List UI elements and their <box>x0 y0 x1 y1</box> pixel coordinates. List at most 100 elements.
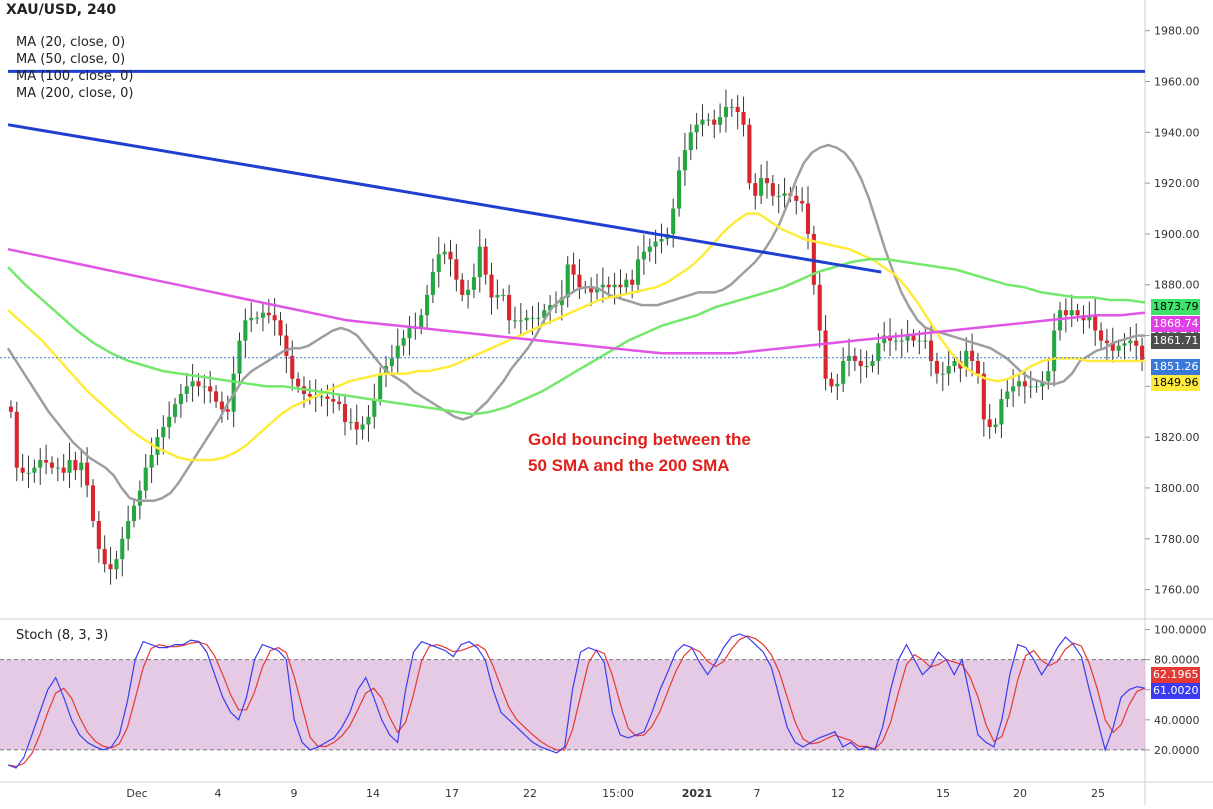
candle-body <box>272 315 277 321</box>
candle-body <box>401 338 406 346</box>
candle-body <box>753 183 758 196</box>
candle-body <box>79 462 84 471</box>
y-tick-label: 1940.00 <box>1154 126 1200 139</box>
candle-body <box>296 378 301 387</box>
candle-body <box>243 320 248 341</box>
candle-body <box>970 350 975 361</box>
candle-body <box>1028 386 1033 388</box>
candle-body <box>964 350 969 369</box>
y-tick-label: 1880.00 <box>1154 279 1200 292</box>
candle-body <box>49 462 55 468</box>
candle-body <box>372 399 377 417</box>
y-tick-label: 1900.00 <box>1154 228 1200 241</box>
candle-body <box>876 343 881 361</box>
candle-body <box>706 119 711 121</box>
ma-line-2 <box>7 212 1145 462</box>
candle-body <box>817 284 822 331</box>
candle-body <box>1110 343 1115 351</box>
candle-body <box>442 251 447 255</box>
candle-body <box>770 183 775 196</box>
candle-body <box>307 393 312 397</box>
candle-body <box>172 404 178 417</box>
candle-body <box>319 396 324 398</box>
candle-body <box>841 360 846 384</box>
candle-body <box>96 521 101 549</box>
candle-body <box>389 358 394 367</box>
candle-body <box>688 132 693 151</box>
candle-body <box>899 340 904 342</box>
candle-body <box>823 330 828 379</box>
x-tick-label: 25 <box>1091 787 1105 800</box>
candle-body <box>108 564 113 570</box>
candle-body <box>483 246 488 275</box>
stoch-tick-label: 100.0000 <box>1154 624 1207 637</box>
candle-body <box>1087 315 1092 321</box>
candle-body <box>759 178 764 196</box>
candle-body <box>1140 345 1145 361</box>
y-tick-label: 1920.00 <box>1154 177 1200 190</box>
candle-body <box>1098 330 1104 341</box>
price-tag: 1861.71 <box>1151 333 1200 349</box>
candle-body <box>852 355 857 361</box>
candle-body <box>167 416 172 428</box>
candle-body <box>542 310 547 318</box>
chart-annotation: Gold bouncing between the 50 SMA and the… <box>528 427 751 479</box>
candle-body <box>999 399 1004 425</box>
y-tick-label: 1760.00 <box>1154 584 1200 597</box>
candle-body <box>635 259 641 285</box>
candle-body <box>237 340 242 374</box>
candle-body <box>700 119 705 125</box>
candle-body <box>870 360 875 367</box>
candle-body <box>729 106 734 108</box>
candle-body <box>530 317 535 319</box>
candle-body <box>671 208 676 234</box>
stochastic-title: Stoch (8, 3, 3) <box>16 628 109 643</box>
candle-body <box>214 391 219 402</box>
candle-body <box>565 264 570 298</box>
candle-body <box>905 335 910 341</box>
x-tick-label: 12 <box>831 787 845 800</box>
ma-line-1 <box>6 143 1145 502</box>
candle-body <box>1122 343 1127 346</box>
candle-body <box>342 404 348 422</box>
candle-body <box>653 241 658 247</box>
candle-body <box>987 419 992 428</box>
stoch-tick-label: 20.0000 <box>1154 744 1200 757</box>
candle-body <box>893 340 898 342</box>
candle-body <box>600 284 605 288</box>
candle-body <box>981 373 986 420</box>
candle-body <box>929 340 934 361</box>
candle-body <box>102 548 107 565</box>
x-tick-label: 22 <box>523 787 537 800</box>
candle-body <box>266 312 271 316</box>
candle-body <box>454 259 459 280</box>
candle-body <box>184 386 189 394</box>
descending-trendline <box>7 123 882 274</box>
x-tick-label: Dec <box>126 787 147 800</box>
candle-body <box>606 284 611 288</box>
candle-body <box>67 460 72 473</box>
candle-body <box>647 246 652 252</box>
candle-body <box>131 505 137 522</box>
stoch-value-tag: 62.1965 <box>1151 667 1200 683</box>
candle-body <box>424 294 430 316</box>
candle-body <box>577 274 582 288</box>
candle-body <box>14 411 19 468</box>
candle-body <box>90 485 96 522</box>
candle-body <box>712 119 717 125</box>
candle-body <box>571 264 576 275</box>
x-tick-label: 2021 <box>682 787 713 800</box>
legend-ma100: MA (100, close, 0) <box>16 69 134 84</box>
candle-body <box>495 294 500 298</box>
x-tick-label: 9 <box>291 787 298 800</box>
candle-body <box>923 340 928 342</box>
candle-body <box>448 251 453 260</box>
candle-body <box>612 284 617 288</box>
y-tick-label: 1780.00 <box>1154 533 1200 546</box>
candle-body <box>32 467 37 473</box>
candle-body <box>85 462 90 486</box>
legend-ma200: MA (200, close, 0) <box>16 86 134 101</box>
candle-body <box>436 254 441 273</box>
